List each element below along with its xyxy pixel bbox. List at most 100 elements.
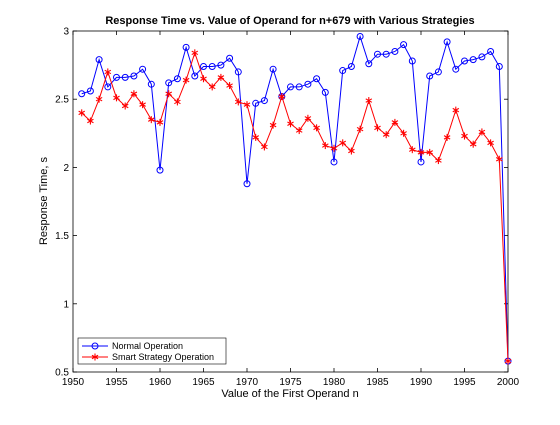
plot-area: 1950 1955 1960 1965 1970 1975 1980 1985 1990 1995…	[55, 27, 519, 389]
y-tick-label: 0.5	[55, 368, 69, 379]
x-tick-label: 1990	[410, 377, 433, 388]
data-point-smart-strategy-operation	[391, 118, 399, 126]
x-tick-label: 1985	[366, 377, 389, 388]
star-stroke	[478, 129, 486, 135]
data-point-smart-strategy-operation	[321, 142, 329, 150]
star-stroke	[408, 147, 416, 152]
star-stroke	[391, 120, 399, 125]
data-point-normal-operation	[191, 72, 199, 80]
x-tick-label: 1980	[323, 377, 346, 388]
data-point-smart-strategy-operation	[269, 121, 277, 129]
data-point-smart-strategy-operation	[374, 124, 381, 132]
star-stroke	[165, 91, 173, 96]
data-point-smart-strategy-operation	[382, 131, 390, 139]
data-point-smart-strategy-operation	[226, 82, 233, 90]
data-point-smart-strategy-operation	[217, 73, 225, 81]
legend-marker-normal-operation	[91, 342, 99, 350]
data-point-smart-strategy-operation	[365, 97, 373, 105]
data-point-smart-strategy-operation	[443, 133, 451, 141]
x-tick-label: 1970	[236, 377, 259, 388]
data-point-smart-strategy-operation	[278, 92, 286, 100]
star-stroke	[435, 158, 442, 163]
y-axis-label: Response Time, s	[38, 156, 50, 245]
data-point-normal-operation	[260, 97, 268, 105]
data-point-smart-strategy-operation	[461, 132, 468, 140]
star-stroke	[417, 150, 425, 155]
data-point-normal-operation	[252, 99, 260, 107]
star-stroke	[443, 135, 451, 140]
data-point-normal-operation	[382, 50, 390, 58]
data-point-smart-strategy-operation	[304, 114, 312, 122]
data-point-smart-strategy-operation	[330, 144, 338, 152]
data-point-normal-operation	[234, 68, 242, 76]
data-point-smart-strategy-operation	[356, 125, 364, 133]
data-point-smart-strategy-operation	[295, 127, 303, 135]
star-stroke	[452, 107, 460, 113]
star-stroke	[113, 95, 120, 101]
data-point-normal-operation	[243, 180, 251, 188]
data-point-smart-strategy-operation	[113, 94, 120, 102]
star-stroke	[356, 126, 364, 132]
legend-label-smart-strategy-operation: Smart Strategy Operation	[112, 352, 214, 362]
data-point-smart-strategy-operation	[287, 120, 294, 128]
y-tick-label: 3	[63, 27, 69, 38]
data-point-normal-operation	[374, 50, 381, 58]
y-tick-label: 2.5	[55, 95, 69, 106]
data-point-normal-operation	[339, 67, 347, 75]
star-stroke	[243, 102, 251, 107]
star-stroke	[156, 120, 164, 125]
data-point-smart-strategy-operation	[87, 117, 94, 125]
data-point-smart-strategy-operation	[121, 102, 129, 110]
star-stroke	[287, 121, 294, 126]
data-point-normal-operation	[217, 61, 225, 69]
star-stroke	[95, 96, 103, 102]
y-tick-label: 1	[63, 299, 69, 310]
data-point-normal-operation	[86, 87, 94, 95]
data-point-smart-strategy-operation	[504, 357, 512, 365]
star-stroke	[174, 99, 181, 105]
star-stroke	[495, 156, 503, 162]
data-point-normal-operation	[443, 38, 451, 46]
data-point-normal-operation	[121, 73, 129, 81]
data-point-smart-strategy-operation	[174, 98, 181, 106]
data-point-smart-strategy-operation	[469, 140, 477, 148]
star-stroke	[130, 91, 138, 96]
data-point-normal-operation	[200, 62, 207, 70]
data-point-smart-strategy-operation	[339, 139, 347, 147]
x-tick-label: 1965	[192, 377, 215, 388]
chart-title: Response Time vs. Value of Operand for n…	[105, 15, 474, 27]
data-point-smart-strategy-operation	[191, 49, 199, 57]
axes-box	[72, 30, 509, 373]
star-stroke	[191, 50, 199, 56]
data-point-smart-strategy-operation	[426, 148, 434, 156]
legend-marker-symbol	[91, 353, 99, 361]
legend: Normal Operation Smart Strategy Operatio…	[77, 337, 227, 365]
star-stroke	[217, 75, 225, 80]
star-stroke	[252, 135, 260, 140]
data-point-smart-strategy-operation	[243, 101, 251, 109]
star-stroke	[87, 118, 94, 124]
x-tick-label: 1955	[105, 377, 128, 388]
data-point-smart-strategy-operation	[408, 146, 416, 154]
legend-marker-smart-strategy-operation	[91, 353, 99, 361]
x-tick-label: 1995	[453, 377, 476, 388]
star-stroke	[348, 148, 355, 154]
data-point-normal-operation	[304, 80, 312, 88]
data-point-normal-operation	[321, 88, 329, 96]
data-point-normal-operation	[269, 65, 277, 73]
data-point-smart-strategy-operation	[234, 98, 242, 106]
star-stroke	[182, 77, 190, 83]
data-point-smart-strategy-operation	[313, 124, 320, 132]
data-point-smart-strategy-operation	[478, 128, 486, 136]
star-stroke	[487, 140, 494, 146]
star-stroke	[208, 84, 216, 90]
data-point-normal-operation	[426, 72, 434, 80]
star-stroke	[469, 141, 477, 147]
star-stroke	[400, 131, 407, 136]
star-stroke	[269, 122, 277, 128]
data-point-normal-operation	[147, 80, 155, 88]
star-stroke	[121, 103, 129, 109]
data-point-normal-operation	[104, 83, 112, 91]
star-stroke	[91, 354, 99, 360]
data-point-normal-operation	[495, 62, 503, 70]
